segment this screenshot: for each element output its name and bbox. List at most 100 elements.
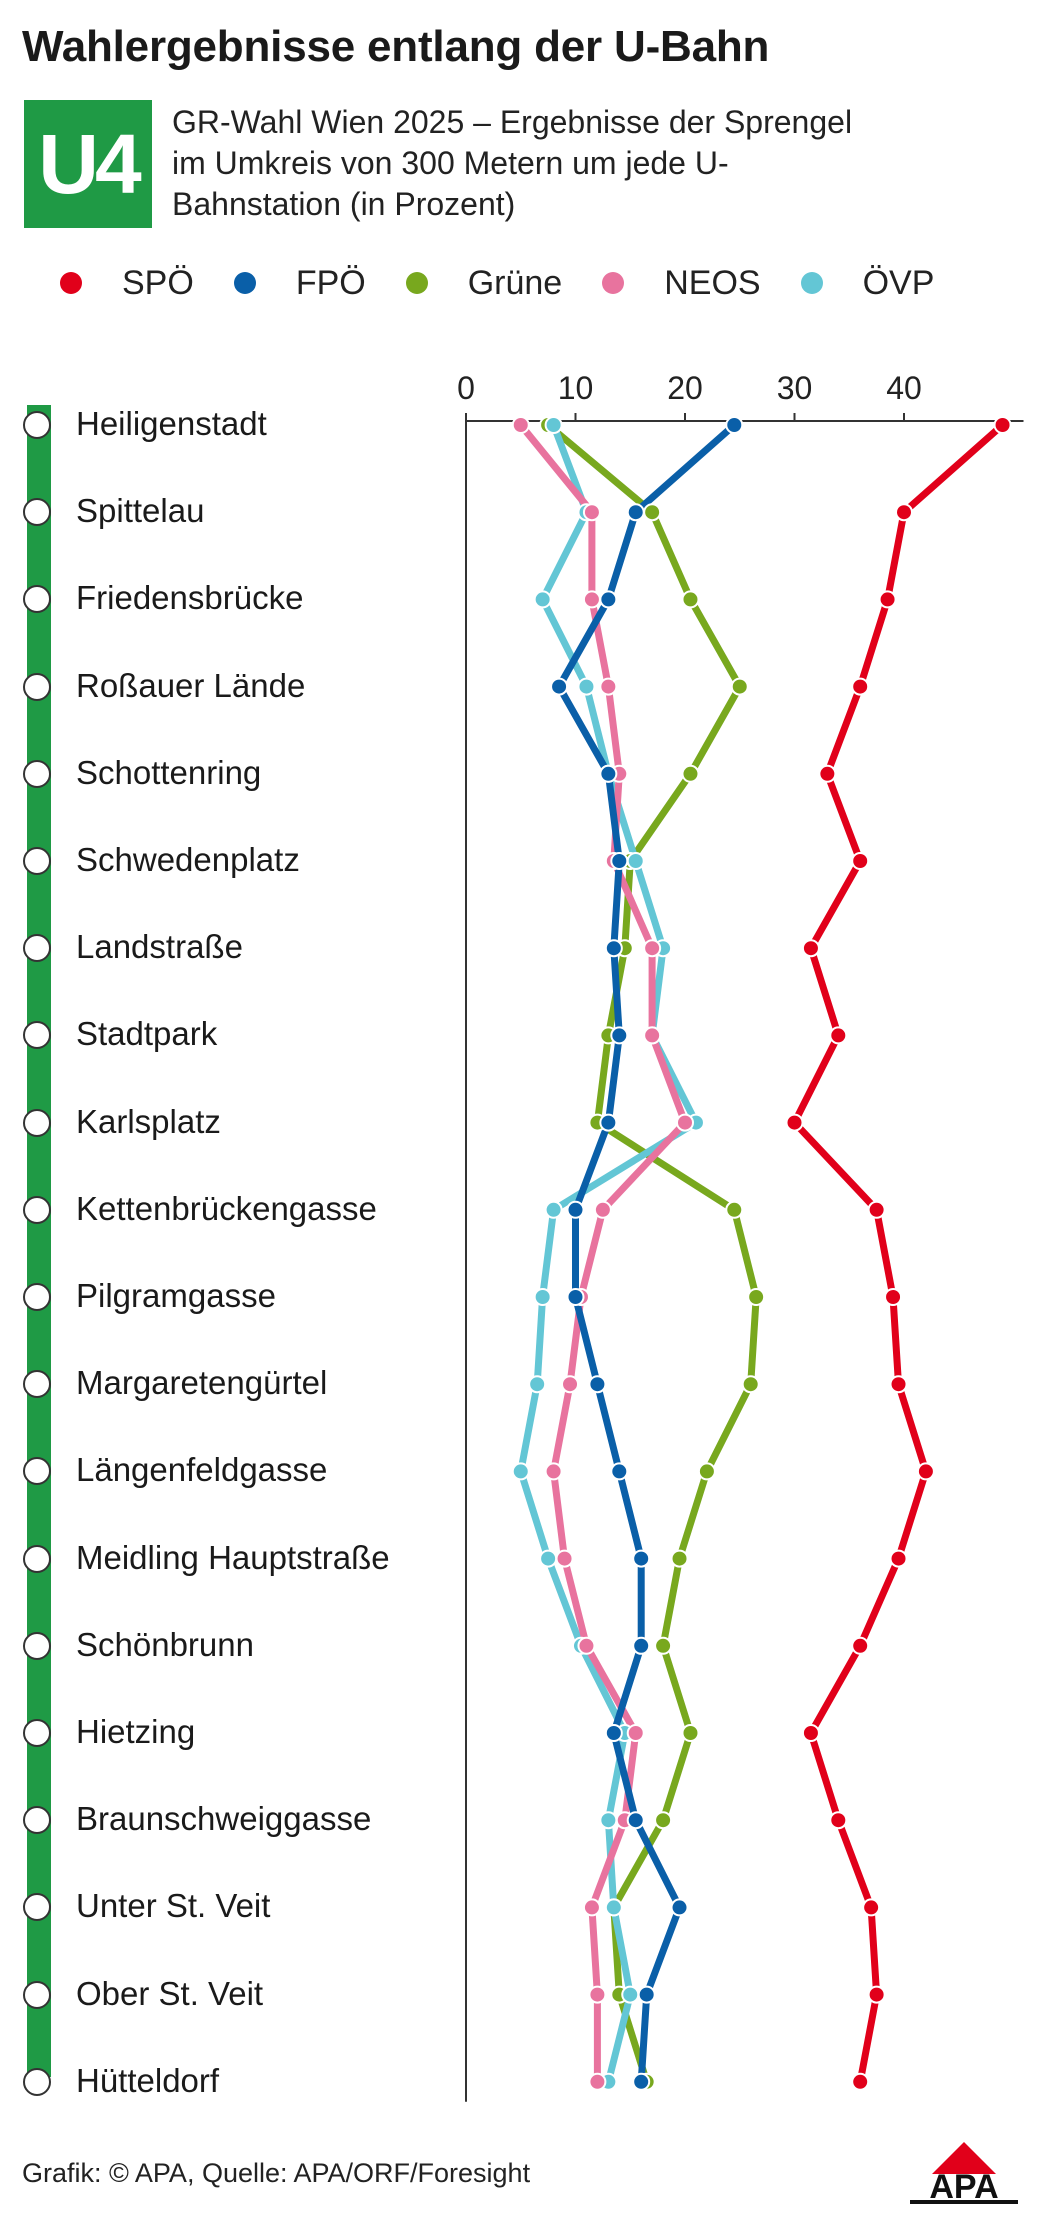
station-circle [23,1021,51,1050]
station-label: Schottenring [76,753,262,791]
data-point-s1-6 [604,939,623,958]
data-point-s0-14 [851,1636,870,1655]
station-label: Unter St. Veit [76,1887,271,1925]
legend-dot-gruene [405,272,428,294]
data-point-s1-9 [566,1200,585,1219]
data-point-s1-4 [599,764,618,783]
station-circle [23,1806,51,1835]
legend-dot-neos [602,272,625,294]
data-point-s3-9 [593,1200,612,1219]
station-label: Hietzing [76,1713,196,1750]
data-point-s1-14 [632,1636,651,1655]
station-circle [23,1370,51,1399]
data-point-s3-13 [555,1549,574,1568]
data-point-s2-10 [747,1288,766,1306]
data-point-s4-9 [544,1200,563,1219]
data-point-s0-4 [818,764,837,783]
data-point-s3-15 [626,1724,645,1742]
series-line-4 [517,421,700,2086]
series-line-0 [791,421,1006,2086]
station-circle [23,847,51,875]
station-label: Meidling Hauptstraße [76,1538,390,1576]
data-point-s0-5 [851,852,870,870]
x-tick-label-30: 30 [777,370,813,406]
data-point-s0-12 [916,1462,935,1481]
data-point-s1-17 [670,1898,689,1917]
data-point-s0-9 [867,1200,886,1219]
station-circle [23,2067,51,2096]
u4-badge: U4 [24,100,152,228]
station-label: Landstraße [76,928,243,966]
station-circle [23,1719,51,1747]
data-point-s4-18 [621,1985,640,2004]
station-label: Karlsplatz [76,1102,221,1140]
data-point-s2-14 [654,1636,673,1655]
data-point-s1-2 [599,590,618,609]
data-point-s0-19 [851,2072,870,2091]
data-point-s2-15 [681,1724,700,1742]
station-circle [23,1108,51,1137]
data-point-s4-11 [528,1375,547,1394]
station-circle [23,1631,51,1660]
station-circle [23,1195,51,1224]
data-point-s0-17 [862,1898,881,1917]
apa-logo-underline [910,2200,1018,2204]
apa-logo: APA [910,2142,1018,2204]
x-tick-label-10: 10 [558,370,594,406]
data-point-s4-5 [626,852,645,870]
station-label: Ober St. Veit [76,1974,264,2012]
data-point-s3-7 [643,1026,662,1045]
station-label: Heiligenstadt [76,405,267,442]
data-point-s3-14 [577,1636,596,1655]
data-point-s3-8 [676,1113,694,1132]
data-point-s4-2 [533,590,552,609]
station-circle [23,759,51,788]
series-line-1 [555,421,738,2086]
x-tick-label-20: 20 [667,370,703,406]
data-point-s0-13 [889,1549,908,1568]
legend-item-oevp: ÖVP [800,264,934,303]
data-point-s3-3 [599,677,618,696]
data-point-s0-8 [785,1113,804,1132]
data-point-s0-10 [884,1288,903,1306]
legend: SPÖ FPÖ Grüne NEOS ÖVP [60,258,974,308]
data-point-s1-8 [599,1113,618,1132]
station-label: Friedensbrücke [76,579,304,617]
station-label: Roßauer Lände [76,666,306,704]
x-tick-label-40: 40 [886,370,922,406]
data-point-s0-1 [895,503,913,522]
station-label: Stadtpark [76,1015,218,1053]
legend-label-spoe: SPÖ [122,263,194,302]
legend-dot-fpoe [233,272,256,294]
data-point-s0-2 [878,590,897,609]
page-title: Wahlergebnisse entlang der U-Bahn [22,22,770,71]
station-circle [23,934,51,963]
data-point-s4-17 [604,1898,623,1917]
data-point-s1-0 [725,416,744,434]
data-point-s4-3 [577,677,596,696]
legend-item-gruene: Grüne [405,264,562,303]
data-point-s1-7 [610,1026,629,1045]
station-label: Hütteldorf [76,2061,220,2099]
legend-dot-spoe [60,272,82,294]
data-point-s1-13 [632,1549,651,1568]
data-point-s0-0 [993,416,1012,434]
legend-item-neos: NEOS [602,264,761,303]
data-point-s4-0 [544,416,563,434]
apa-logo-triangle [932,2142,996,2174]
station-label: Pilgramgasse [76,1277,276,1314]
legend-item-spoe: SPÖ [60,264,194,303]
data-point-s2-16 [654,1811,673,1830]
data-point-s3-11 [561,1375,580,1394]
data-point-s1-1 [626,503,645,522]
data-point-s2-13 [670,1549,689,1568]
source-footer: Grafik: © APA, Quelle: APA/ORF/Foresight [22,2158,531,2188]
station-circle [23,1457,51,1486]
station-circle [23,585,51,614]
data-point-s4-10 [533,1288,552,1306]
data-point-s1-12 [610,1462,629,1481]
data-point-s3-12 [544,1462,563,1481]
chart-plot: 0 10 20 30 40 [457,370,1024,2102]
apa-logo-text: APA [929,2168,998,2204]
data-point-s3-1 [582,503,601,522]
